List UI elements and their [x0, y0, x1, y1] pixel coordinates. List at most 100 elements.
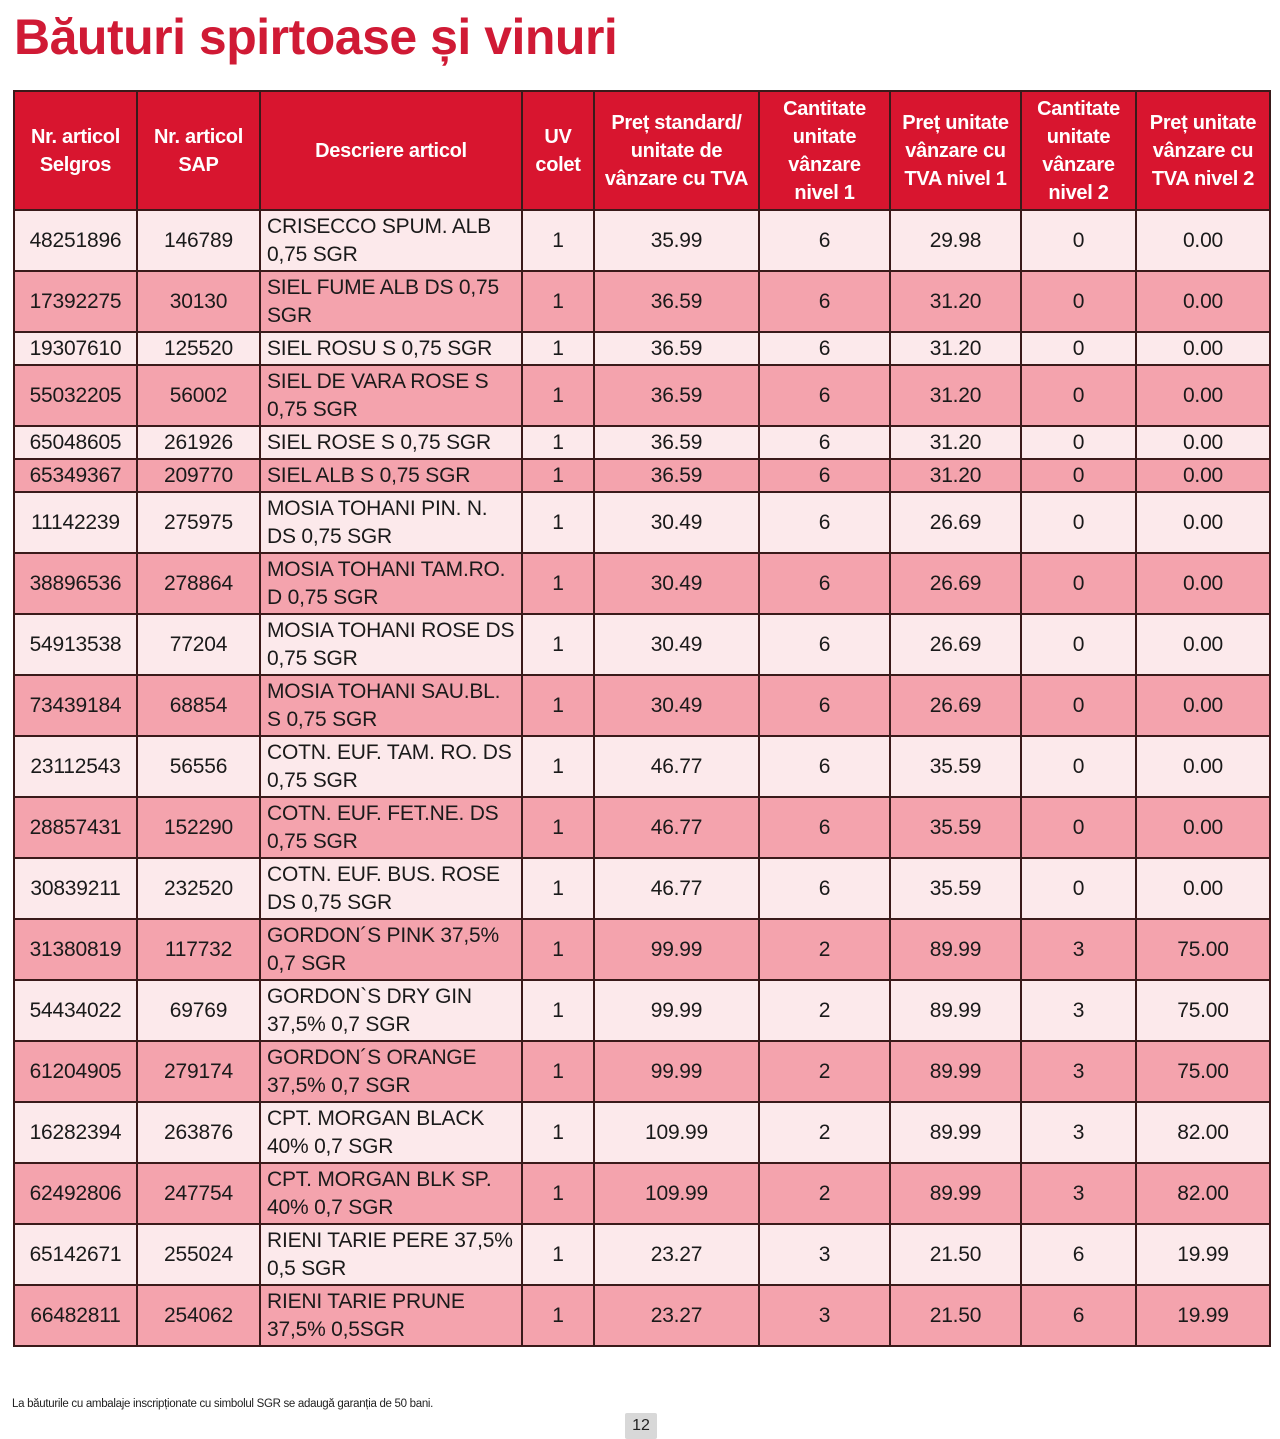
footnote: La băuturile cu ambalaje inscripționate … [12, 1398, 434, 1410]
table-row: 11142239 275975 MOSIA TOHANI PIN. N. DS 0,… [13, 491, 1271, 554]
table-row: 62492806 247754 CPT. MORGAN BLK SP. 40% 0,… [13, 1162, 1271, 1225]
cell-uv-colet: 1 [521, 674, 595, 737]
cell-selgros-number: 31380819 [13, 918, 138, 981]
cell-description: GORDON´S ORANGE 37,5% 0,7 SGR [259, 1040, 523, 1103]
cell-qty-level1: 6 [758, 209, 891, 272]
cell-selgros-number: 19307610 [13, 331, 138, 366]
cell-qty-level1: 6 [758, 491, 891, 554]
cell-price-level2: 0.00 [1135, 796, 1271, 859]
cell-uv-colet: 1 [521, 331, 595, 366]
cell-standard-price: 30.49 [593, 552, 760, 615]
cell-price-level1: 89.99 [889, 1040, 1022, 1103]
cell-selgros-number: 65349367 [13, 458, 138, 493]
cell-standard-price: 46.77 [593, 735, 760, 798]
table-row: 54434022 69769 GORDON`S DRY GIN 37,5% 0,7 … [13, 979, 1271, 1042]
cell-standard-price: 35.99 [593, 209, 760, 272]
cell-description: RIENI TARIE PRUNE 37,5% 0,5SGR [259, 1284, 523, 1347]
cell-price-level2: 0.00 [1135, 209, 1271, 272]
cell-standard-price: 46.77 [593, 857, 760, 920]
cell-description: SIEL FUME ALB DS 0,75 SGR [259, 270, 523, 333]
cell-price-level1: 35.59 [889, 796, 1022, 859]
page-title: Băuturi spirtoase și vinuri [14, 9, 618, 65]
cell-qty-level1: 2 [758, 1101, 891, 1164]
cell-description: COTN. EUF. FET.NE. DS 0,75 SGR [259, 796, 523, 859]
cell-description: CPT. MORGAN BLACK 40% 0,7 SGR [259, 1101, 523, 1164]
col-header-uv: UV colet [521, 90, 595, 211]
cell-sap-number: 279174 [136, 1040, 261, 1103]
cell-price-level1: 26.69 [889, 613, 1022, 676]
cell-standard-price: 30.49 [593, 491, 760, 554]
cell-qty-level1: 6 [758, 458, 891, 493]
cell-uv-colet: 1 [521, 735, 595, 798]
cell-uv-colet: 1 [521, 918, 595, 981]
cell-price-level1: 26.69 [889, 674, 1022, 737]
cell-sap-number: 263876 [136, 1101, 261, 1164]
cell-selgros-number: 54434022 [13, 979, 138, 1042]
cell-selgros-number: 62492806 [13, 1162, 138, 1225]
cell-uv-colet: 1 [521, 425, 595, 460]
cell-sap-number: 278864 [136, 552, 261, 615]
table-row: 19307610 125520 SIEL ROSU S 0,75 SGR 1 36.59… [13, 331, 1271, 366]
cell-uv-colet: 1 [521, 209, 595, 272]
cell-price-level2: 0.00 [1135, 491, 1271, 554]
cell-price-level1: 31.20 [889, 331, 1022, 366]
table-row: 31380819 117732 GORDON´S PINK 37,5% 0,7 SG… [13, 918, 1271, 981]
cell-price-level2: 75.00 [1135, 918, 1271, 981]
cell-qty-level1: 6 [758, 613, 891, 676]
table-row: 55032205 56002 SIEL DE VARA ROSE S 0,75 SG… [13, 364, 1271, 427]
cell-standard-price: 99.99 [593, 979, 760, 1042]
cell-selgros-number: 23112543 [13, 735, 138, 798]
cell-price-level2: 75.00 [1135, 979, 1271, 1042]
cell-price-level1: 26.69 [889, 491, 1022, 554]
cell-qty-level2: 6 [1020, 1223, 1137, 1286]
cell-qty-level2: 3 [1020, 1040, 1137, 1103]
cell-qty-level2: 0 [1020, 674, 1137, 737]
cell-standard-price: 36.59 [593, 270, 760, 333]
cell-description: CPT. MORGAN BLK SP. 40% 0,7 SGR [259, 1162, 523, 1225]
cell-uv-colet: 1 [521, 458, 595, 493]
cell-standard-price: 23.27 [593, 1284, 760, 1347]
cell-description: MOSIA TOHANI TAM.RO. D 0,75 SGR [259, 552, 523, 615]
cell-price-level2: 0.00 [1135, 331, 1271, 366]
cell-sap-number: 56002 [136, 364, 261, 427]
cell-sap-number: 232520 [136, 857, 261, 920]
cell-standard-price: 36.59 [593, 425, 760, 460]
cell-qty-level1: 6 [758, 674, 891, 737]
cell-uv-colet: 1 [521, 1040, 595, 1103]
cell-qty-level1: 2 [758, 979, 891, 1042]
cell-selgros-number: 11142239 [13, 491, 138, 554]
cell-qty-level2: 0 [1020, 425, 1137, 460]
cell-price-level2: 0.00 [1135, 425, 1271, 460]
cell-sap-number: 275975 [136, 491, 261, 554]
table-row: 48251896 146789 CRISECCO SPUM. ALB 0,75 SG… [13, 209, 1271, 272]
cell-price-level1: 21.50 [889, 1223, 1022, 1286]
cell-price-level1: 31.20 [889, 270, 1022, 333]
cell-standard-price: 30.49 [593, 674, 760, 737]
cell-selgros-number: 55032205 [13, 364, 138, 427]
cell-standard-price: 99.99 [593, 918, 760, 981]
price-table: Nr. articol Selgros Nr. articol SAP Desc… [13, 90, 1271, 1347]
cell-selgros-number: 65142671 [13, 1223, 138, 1286]
cell-sap-number: 152290 [136, 796, 261, 859]
cell-qty-level2: 0 [1020, 857, 1137, 920]
cell-price-level1: 31.20 [889, 364, 1022, 427]
cell-price-level1: 31.20 [889, 458, 1022, 493]
cell-qty-level1: 6 [758, 331, 891, 366]
page-number: 12 [625, 1413, 657, 1439]
cell-description: GORDON´S PINK 37,5% 0,7 SGR [259, 918, 523, 981]
cell-standard-price: 109.99 [593, 1101, 760, 1164]
cell-price-level2: 0.00 [1135, 552, 1271, 615]
cell-price-level1: 89.99 [889, 1101, 1022, 1164]
cell-description: MOSIA TOHANI ROSE DS 0,75 SGR [259, 613, 523, 676]
col-header-standard-price: Preț standard/ unitate de vânzare cu TVA [593, 90, 760, 211]
cell-qty-level2: 0 [1020, 209, 1137, 272]
cell-qty-level1: 6 [758, 364, 891, 427]
cell-sap-number: 146789 [136, 209, 261, 272]
cell-description: MOSIA TOHANI PIN. N. DS 0,75 SGR [259, 491, 523, 554]
cell-sap-number: 255024 [136, 1223, 261, 1286]
cell-standard-price: 46.77 [593, 796, 760, 859]
cell-selgros-number: 28857431 [13, 796, 138, 859]
cell-sap-number: 56556 [136, 735, 261, 798]
cell-uv-colet: 1 [521, 613, 595, 676]
cell-uv-colet: 1 [521, 796, 595, 859]
